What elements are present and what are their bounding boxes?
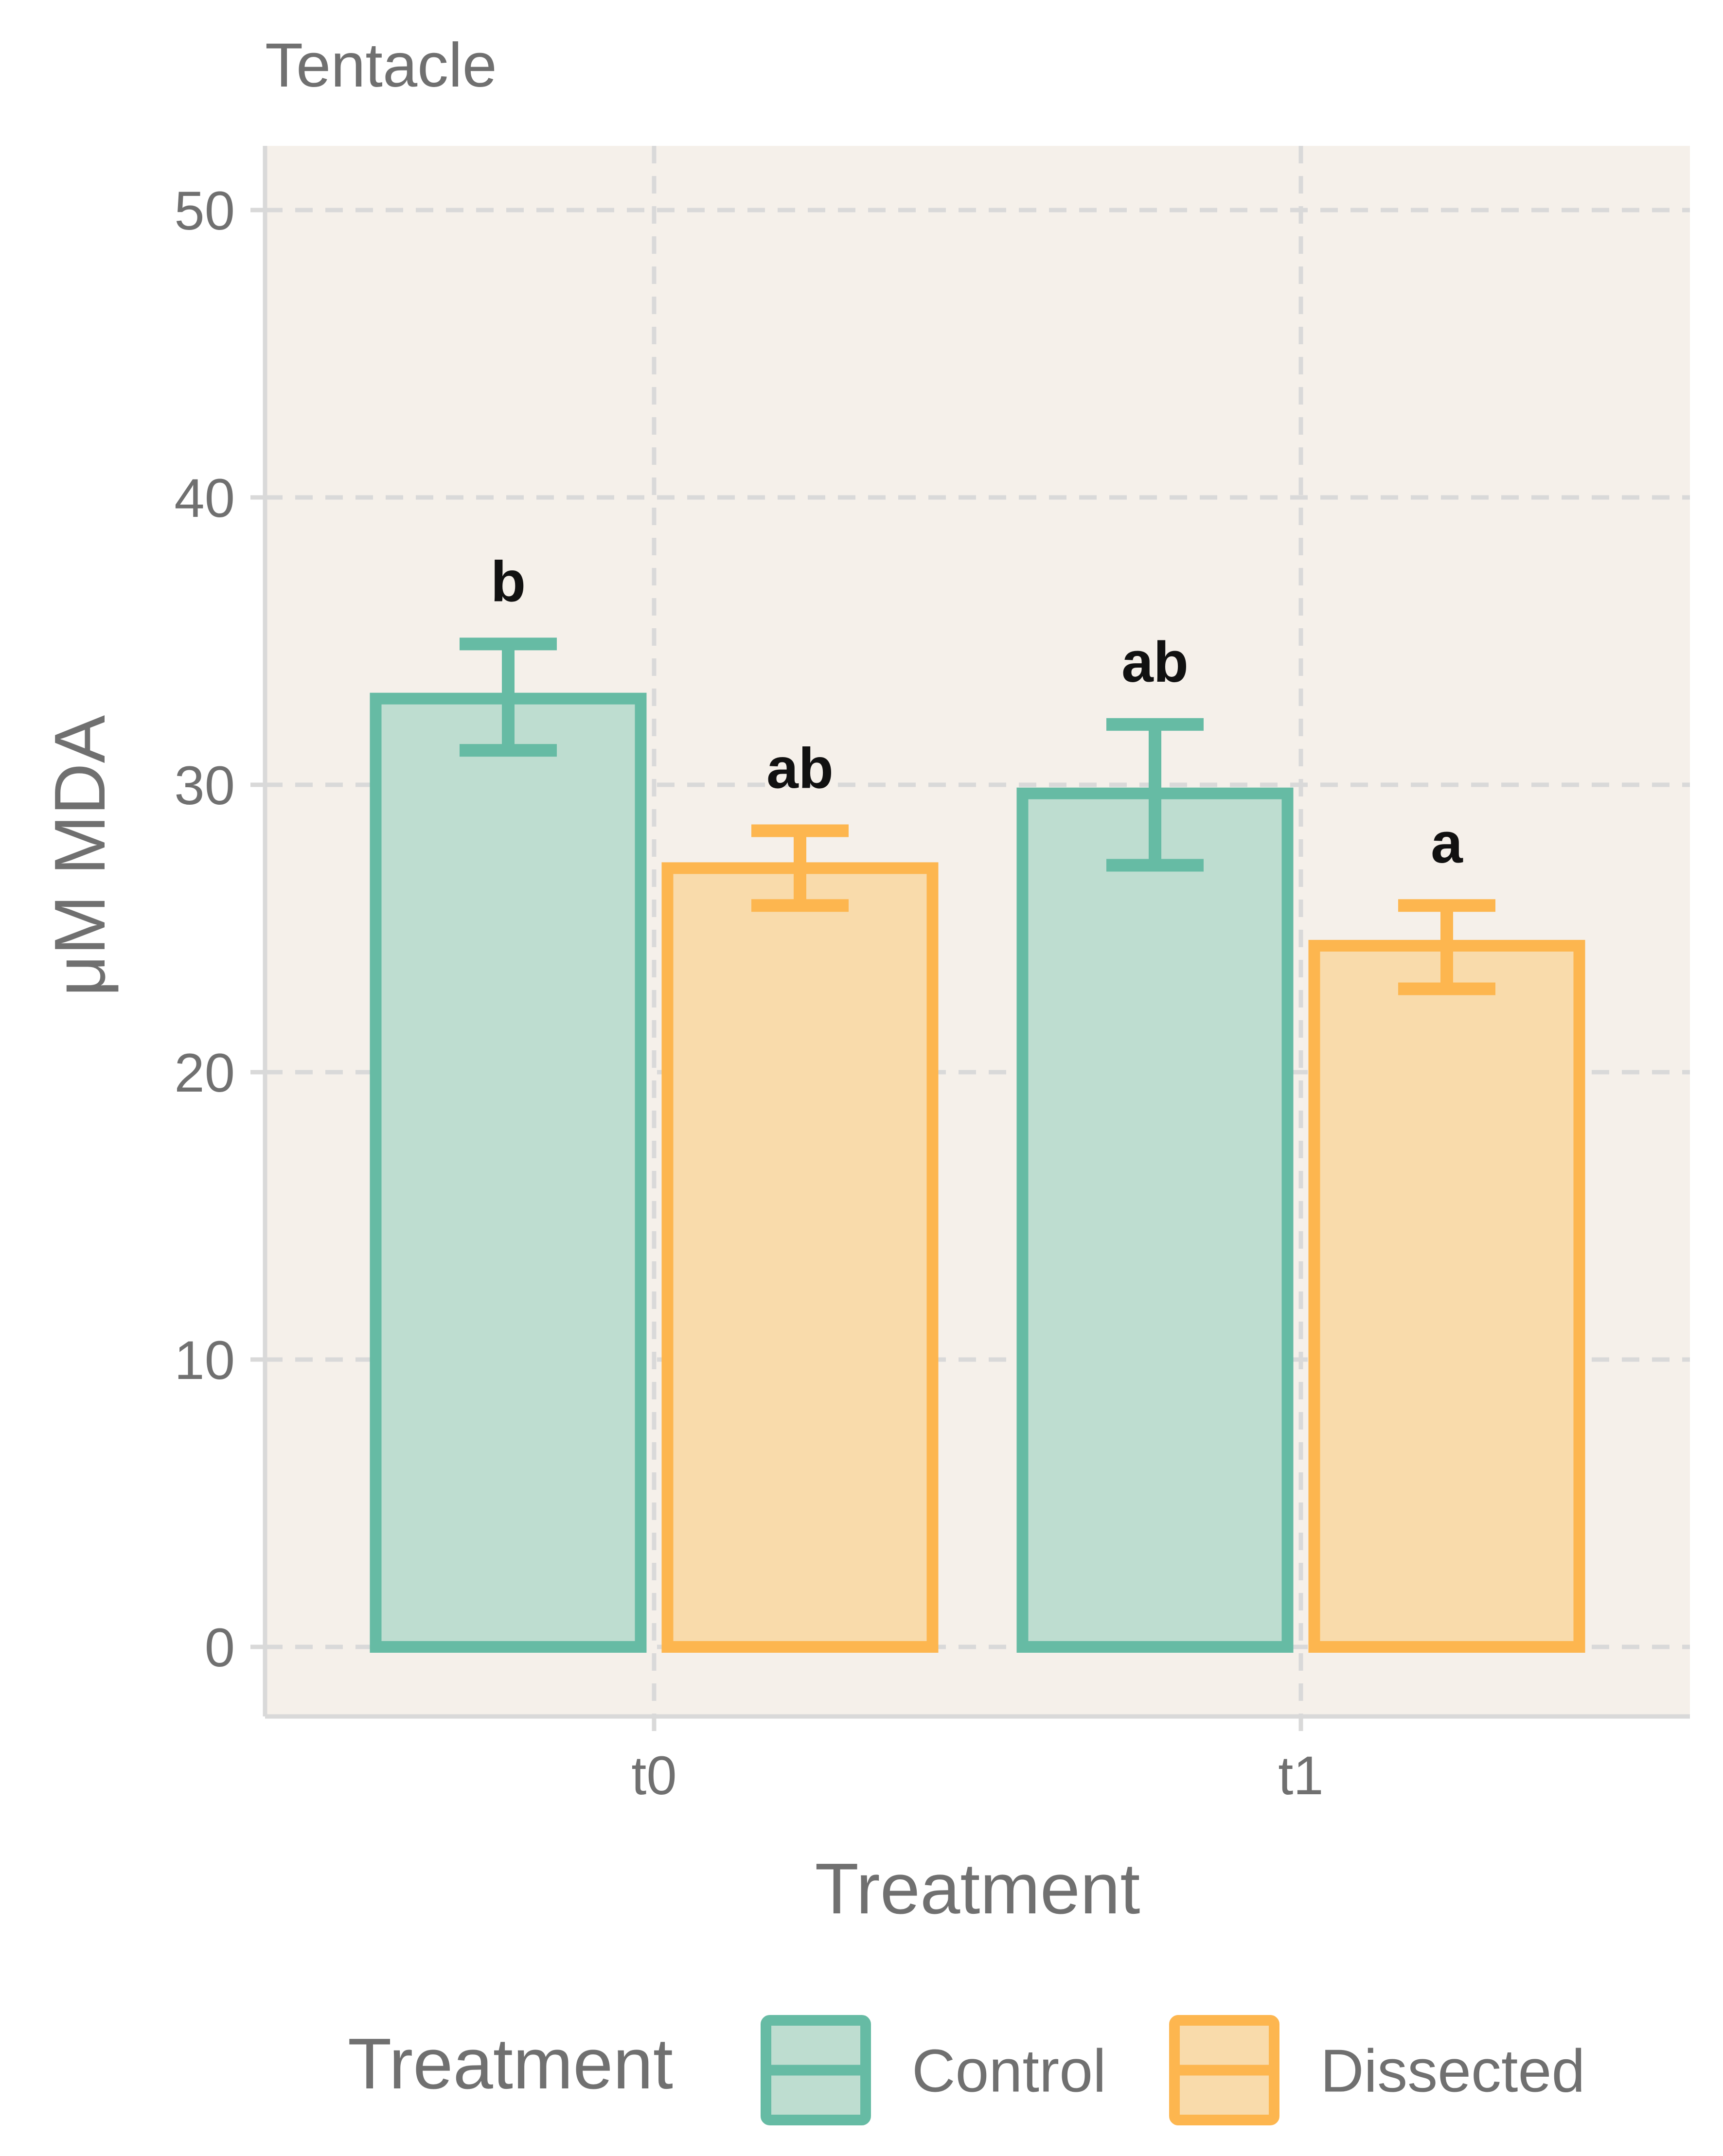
chart-title: Tentacle: [265, 31, 497, 100]
bar-dissected-t1: [1308, 939, 1585, 1653]
bar-control-t0: [370, 692, 647, 1653]
y-tick-label: 30: [174, 755, 235, 816]
y-tick-label: 10: [174, 1330, 235, 1391]
legend-label-control: Control: [912, 2038, 1106, 2105]
x-tick-label: t1: [1278, 1745, 1323, 1806]
legend-label-dissected: Dissected: [1320, 2038, 1585, 2105]
significance-label: a: [1431, 811, 1463, 875]
significance-labels: b ab ab a: [491, 549, 1463, 875]
y-tick-label: 50: [174, 180, 235, 241]
y-tick-label: 20: [174, 1043, 235, 1103]
significance-label: ab: [1121, 630, 1189, 694]
bars: [370, 637, 1585, 1653]
y-axis-title: μM MDA: [40, 715, 120, 996]
significance-label: b: [491, 549, 526, 614]
legend-title: Treatment: [348, 2024, 673, 2104]
x-axis-title: Treatment: [815, 1849, 1140, 1929]
bar-dissected-t0: [661, 862, 939, 1653]
y-tick-label: 0: [205, 1617, 235, 1678]
significance-label: ab: [766, 737, 834, 801]
bar-control-t1: [1016, 787, 1294, 1653]
axes: 0 10 20 30 40 50 t0 t1: [174, 146, 1690, 1806]
y-tick-label: 40: [174, 468, 235, 529]
x-tick-label: t0: [631, 1745, 676, 1806]
legend: Treatment Control Dissected: [348, 2015, 1585, 2125]
